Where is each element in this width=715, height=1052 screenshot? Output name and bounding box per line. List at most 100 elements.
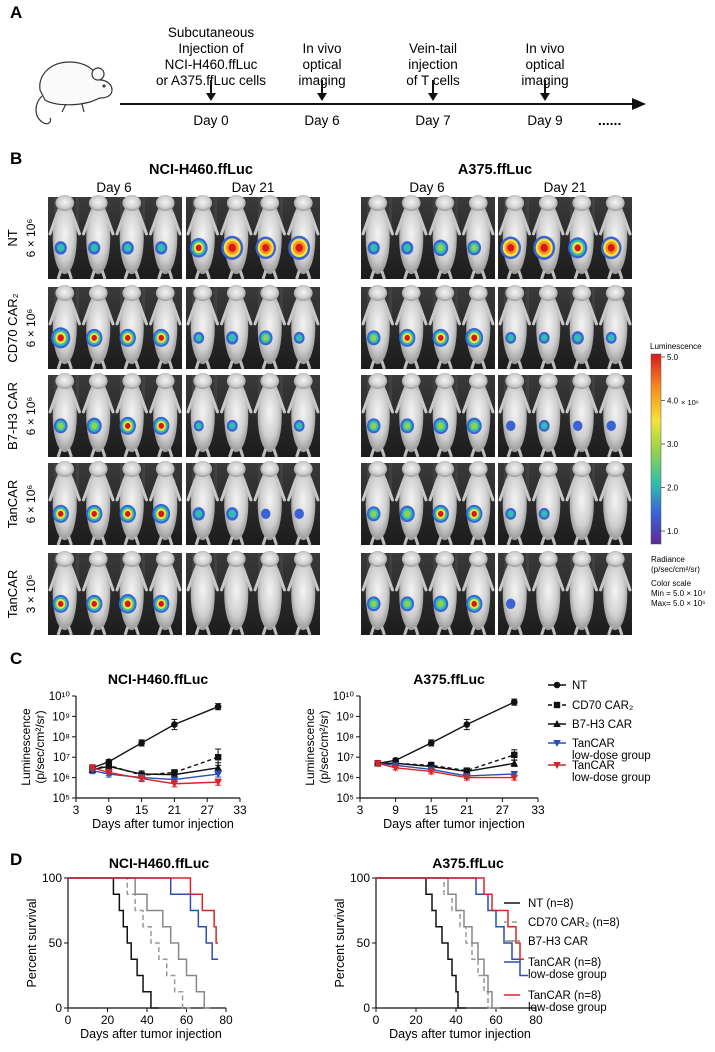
mouse-body: [502, 557, 527, 631]
mouse-limb: [506, 448, 513, 458]
mouse: [428, 195, 461, 280]
mouse-head: [293, 551, 313, 567]
imaging-streak: [570, 463, 573, 500]
mouse-limb: [261, 270, 268, 280]
timeline-event-text: In vivo: [302, 41, 341, 56]
mouse-limb: [587, 389, 598, 414]
luminescence-colorbar: Luminescence 5.0 4.0 3.0 2.0 1.0 × 10⁶ Radia…: [650, 342, 706, 608]
mouse-head: [260, 551, 280, 567]
mouse-limb: [395, 389, 406, 414]
mouse-body: [119, 201, 144, 275]
mouse-body: [569, 379, 594, 453]
colorbar-tick-label: 2.0: [667, 484, 679, 493]
mouse-limb: [171, 567, 182, 592]
mouse-limb: [554, 567, 565, 592]
imaging-streak: [455, 553, 458, 590]
mouse-limb: [383, 211, 394, 236]
mouse-limb: [484, 211, 495, 236]
mouse-limb: [540, 270, 546, 280]
tumor-signal: [370, 422, 377, 430]
tumor-signal: [228, 422, 236, 430]
series: [88, 764, 222, 788]
mouse-body: [86, 379, 111, 453]
mouse-limb: [272, 270, 278, 280]
mouse-body: [190, 379, 215, 453]
mouse-limb: [287, 389, 298, 414]
mouse-limb: [228, 626, 234, 636]
mouse-limb: [470, 448, 476, 458]
mouse-body: [432, 201, 457, 275]
timeline-event-text: NCI-H460.ffLuc: [165, 57, 258, 72]
tumor-signal: [540, 334, 548, 342]
mouse-head: [538, 285, 558, 301]
mouse-head: [435, 373, 455, 389]
mouse-head: [155, 373, 175, 389]
mouse-limb: [205, 536, 211, 546]
mouse: [48, 373, 81, 458]
mouse-limb: [584, 626, 590, 636]
mouse-limb: [621, 389, 632, 414]
mouse-limb: [621, 477, 632, 502]
x-tick-label: 9: [105, 803, 112, 817]
tumor-signal: [157, 243, 165, 252]
mouse-limb: [261, 448, 268, 458]
chart-title: NCI-H460.ffLuc: [108, 671, 209, 687]
tumor-signal: [91, 334, 97, 341]
mouse-limb: [82, 477, 93, 502]
y-axis-label: Luminescence: [19, 708, 33, 786]
mouse: [287, 551, 320, 636]
x-axis-label: Days after tumor injection: [389, 1027, 531, 1041]
mouse-head: [55, 195, 75, 211]
mouse-limb: [48, 477, 59, 502]
mouse-limb: [261, 536, 268, 546]
mouse-limb: [242, 301, 253, 326]
mouse-illustration: [35, 61, 113, 125]
mouse-body: [190, 291, 215, 365]
series: [374, 698, 518, 767]
mouse: [532, 551, 565, 636]
mouse-limb: [171, 389, 182, 414]
mouse: [565, 373, 598, 458]
colorbar-scale-2: Min = 5.0 × 10⁴: [651, 589, 706, 598]
mouse-limb: [380, 536, 386, 546]
mouse-limb: [395, 477, 406, 502]
imaging-title-a375: A375.ffLuc: [458, 162, 532, 178]
data-point: [463, 767, 471, 775]
mouse-limb: [56, 360, 63, 370]
row-label-dose: 6 × 10⁶: [24, 219, 38, 258]
day-label-nci-d6: Day 6: [96, 180, 131, 195]
mouse-head: [226, 195, 246, 211]
mouse-limb: [403, 360, 409, 370]
mouse-limb: [599, 477, 610, 502]
mouse: [361, 285, 394, 370]
mouse-limb: [520, 211, 531, 236]
imaging-tile: [186, 285, 320, 370]
mouse-limb: [447, 626, 453, 636]
mouse-limb: [228, 536, 234, 546]
imaging-tile: [48, 461, 182, 546]
imaging-streak: [214, 287, 217, 324]
mouse-limb: [309, 211, 320, 236]
imaging-streak: [389, 197, 392, 234]
mouse-limb: [436, 536, 443, 546]
mouse-limb: [450, 389, 461, 414]
mouse-head: [122, 285, 142, 301]
mouse-body: [153, 201, 178, 275]
timeline-event-arrowhead: [206, 93, 216, 101]
mouse-head: [193, 461, 213, 477]
x-tick-label: 60: [489, 1013, 503, 1027]
mouse-limb: [484, 567, 495, 592]
x-tick-label: 27: [201, 803, 215, 817]
mouse: [186, 551, 219, 636]
imaging-tile: [361, 373, 495, 458]
mouse-limb: [67, 536, 73, 546]
mouse-body: [365, 467, 390, 541]
y-tick-label: 10¹⁰: [333, 691, 355, 703]
data-point: [137, 775, 146, 783]
mouse-limb: [517, 448, 523, 458]
mouse-body: [291, 379, 316, 453]
legend-label: B7-H3 CAR: [528, 936, 588, 948]
mouse-limb: [242, 389, 253, 414]
panel-label-b: B: [10, 149, 22, 168]
